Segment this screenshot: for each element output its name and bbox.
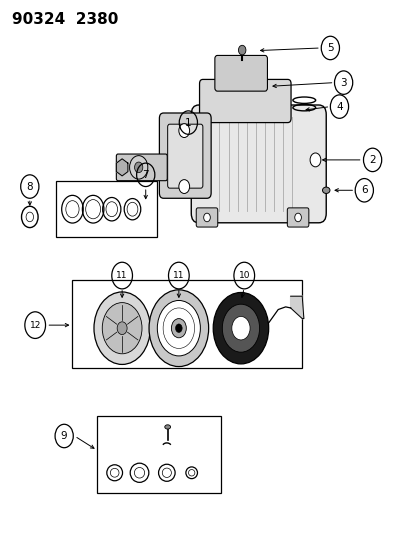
- Circle shape: [102, 303, 142, 354]
- Circle shape: [203, 213, 210, 222]
- FancyBboxPatch shape: [196, 208, 217, 227]
- Circle shape: [129, 156, 147, 179]
- Text: 6: 6: [360, 185, 367, 195]
- FancyBboxPatch shape: [199, 79, 290, 123]
- Circle shape: [309, 153, 320, 167]
- Circle shape: [149, 290, 208, 367]
- Text: 11: 11: [173, 271, 184, 280]
- Text: 8: 8: [26, 182, 33, 191]
- FancyBboxPatch shape: [116, 154, 167, 181]
- FancyBboxPatch shape: [159, 113, 211, 198]
- FancyBboxPatch shape: [287, 208, 308, 227]
- Circle shape: [175, 324, 182, 333]
- Ellipse shape: [164, 425, 170, 429]
- Text: 10: 10: [238, 271, 249, 280]
- Text: 90324  2380: 90324 2380: [12, 12, 119, 27]
- Circle shape: [171, 319, 186, 338]
- Text: 9: 9: [61, 431, 67, 441]
- Text: 7: 7: [142, 170, 149, 180]
- Text: 12: 12: [29, 321, 41, 329]
- Bar: [72, 280, 301, 368]
- Circle shape: [231, 317, 249, 340]
- Circle shape: [213, 293, 268, 364]
- Polygon shape: [290, 296, 303, 319]
- Text: 3: 3: [339, 78, 346, 87]
- Ellipse shape: [322, 187, 329, 193]
- Circle shape: [178, 180, 189, 193]
- Circle shape: [238, 45, 245, 55]
- Circle shape: [178, 124, 189, 138]
- FancyBboxPatch shape: [191, 105, 325, 223]
- Circle shape: [222, 304, 259, 352]
- FancyBboxPatch shape: [167, 124, 202, 188]
- Text: 2: 2: [368, 155, 375, 165]
- FancyBboxPatch shape: [214, 55, 267, 91]
- Circle shape: [94, 292, 150, 365]
- Circle shape: [117, 322, 127, 335]
- Circle shape: [134, 162, 142, 173]
- Text: 4: 4: [335, 102, 342, 111]
- Polygon shape: [116, 159, 128, 176]
- Text: 11: 11: [116, 271, 128, 280]
- Text: 5: 5: [326, 43, 333, 53]
- Circle shape: [157, 301, 200, 356]
- Bar: [97, 416, 221, 493]
- Circle shape: [294, 213, 301, 222]
- Bar: [56, 181, 157, 237]
- Text: 1: 1: [185, 118, 191, 127]
